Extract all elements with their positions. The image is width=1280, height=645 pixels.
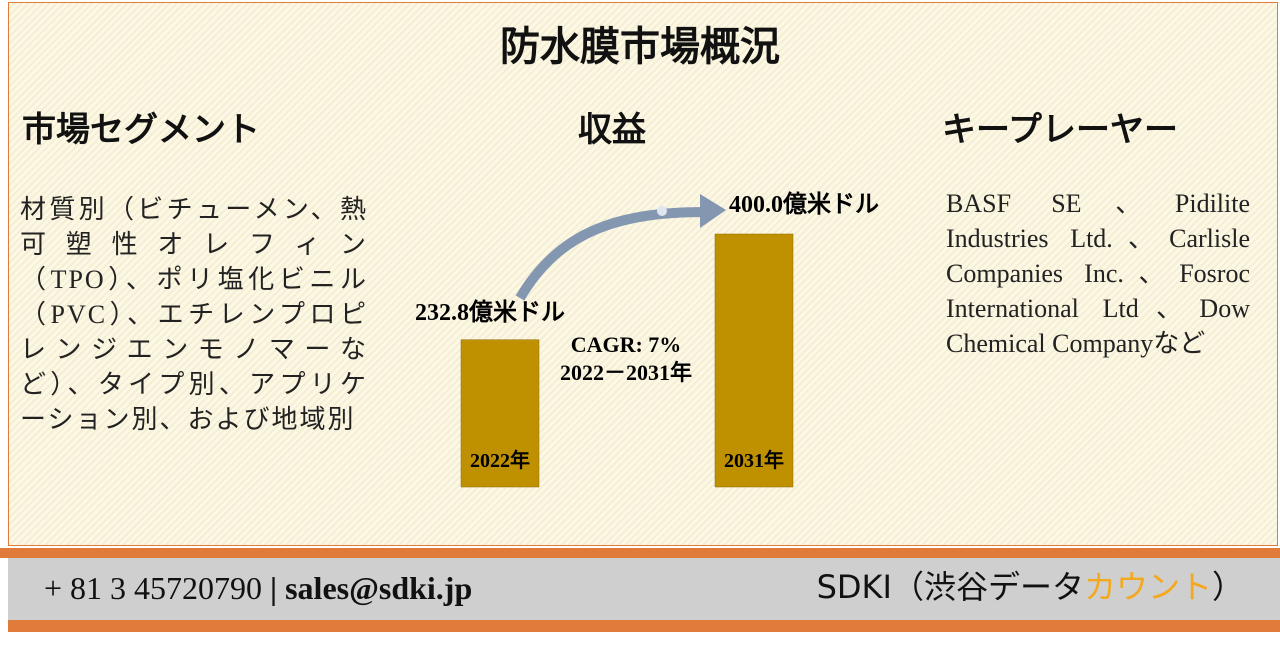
players-heading: キープレーヤー bbox=[942, 112, 1178, 149]
growth-arrow bbox=[515, 207, 707, 301]
panel bbox=[8, 2, 1278, 546]
revenue-chart: CAGR: 7% 2022－2031年 2022年 232.8億米ドル 2031年 4… bbox=[415, 191, 879, 488]
footer-stripe bbox=[0, 548, 1280, 558]
value-label: 232.8億米ドル bbox=[415, 299, 565, 326]
brand-name: SDKI（渋谷データ bbox=[816, 568, 1084, 606]
brand-highlight: カウント bbox=[1083, 568, 1212, 606]
bar-label: 2031年 bbox=[724, 448, 784, 472]
footer-stripe bbox=[8, 620, 1280, 632]
footer-bar bbox=[8, 558, 1280, 620]
segments-heading: 市場セグメント bbox=[22, 112, 260, 149]
cagr: CAGR: 7% bbox=[571, 332, 682, 357]
phone: + 81 3 45720790 bbox=[44, 570, 263, 606]
arrow-head bbox=[700, 194, 726, 228]
bar bbox=[460, 339, 540, 488]
separator: | bbox=[270, 570, 278, 606]
bar-label: 2022年 bbox=[470, 448, 530, 472]
value-label: 400.0億米ドル bbox=[729, 191, 879, 218]
title: 防水膜市場概況 bbox=[500, 24, 780, 69]
email: sales@sdki.jp bbox=[285, 570, 473, 606]
brand: SDKI（渋谷データカウント） bbox=[817, 562, 1244, 608]
bar bbox=[714, 233, 794, 488]
players-text: BASF SE、Pidilite Industries Ltd.、Carlisl… bbox=[946, 189, 1250, 358]
segments-text: 材質別（ビチューメン、熱可塑性オレフィン（TPO）、ポリ塩化ビニル（PVC）、エ… bbox=[20, 195, 368, 434]
arrow-dot bbox=[657, 206, 667, 216]
contact: + 81 3 45720790 | sales@sdki.jp bbox=[44, 570, 472, 607]
brand-end: ） bbox=[1211, 568, 1244, 606]
cagr-period: 2022－2031年 bbox=[560, 360, 692, 385]
revenue-heading: 収益 bbox=[578, 112, 646, 149]
